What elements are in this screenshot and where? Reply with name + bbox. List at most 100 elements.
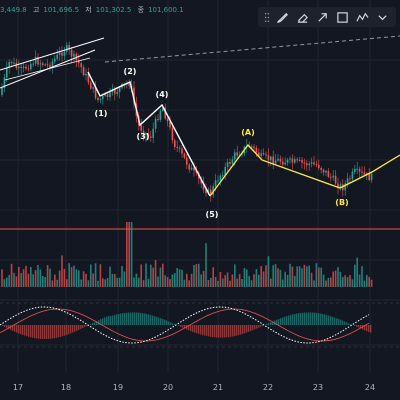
volume-bar bbox=[205, 243, 207, 287]
volume-bar bbox=[80, 279, 82, 287]
oscillator-histogram-bar bbox=[332, 316, 334, 325]
candle-body bbox=[178, 147, 181, 149]
volume-bar bbox=[73, 265, 75, 287]
candle-body bbox=[354, 168, 356, 172]
oscillator-histogram-bar bbox=[364, 325, 366, 331]
oscillator-histogram-bar bbox=[206, 325, 208, 337]
oscillator-histogram-bar bbox=[366, 325, 368, 332]
volume-bar bbox=[118, 277, 121, 287]
candle-body bbox=[308, 163, 310, 166]
oscillator-histogram-bar bbox=[60, 325, 62, 337]
candle-body bbox=[118, 87, 121, 93]
more-icon[interactable] bbox=[372, 7, 392, 27]
oscillator-histogram-bar bbox=[168, 321, 170, 325]
oscillator-histogram-bar bbox=[142, 313, 144, 325]
volume-bar bbox=[224, 275, 226, 287]
oscillator-histogram-bar bbox=[12, 325, 14, 331]
oscillator-histogram-bar bbox=[214, 325, 216, 338]
candle-body bbox=[330, 176, 332, 178]
candle-body bbox=[63, 51, 66, 56]
volume-bar bbox=[234, 264, 236, 287]
brush-icon[interactable] bbox=[272, 7, 292, 27]
volume-bar bbox=[286, 274, 289, 287]
candle-body bbox=[346, 178, 349, 184]
volume-bar bbox=[342, 277, 344, 287]
candle-body bbox=[99, 98, 102, 100]
volume-bar bbox=[193, 264, 195, 287]
drag-handle-icon[interactable] bbox=[262, 7, 272, 27]
oscillator-histogram-bar bbox=[246, 325, 248, 333]
path-icon[interactable] bbox=[352, 7, 372, 27]
candle-body bbox=[82, 67, 85, 76]
candle-body bbox=[277, 158, 279, 161]
oscillator-histogram-bar bbox=[148, 314, 150, 325]
volume-bar bbox=[145, 263, 147, 287]
volume-bar bbox=[238, 274, 241, 287]
candle-body bbox=[37, 56, 39, 65]
candle-body bbox=[66, 45, 68, 52]
candle-body bbox=[27, 68, 30, 70]
oscillator-histogram-bar bbox=[86, 325, 88, 326]
oscillator-histogram-bar bbox=[74, 325, 76, 332]
candle-body bbox=[104, 94, 106, 96]
oscillator-histogram-bar bbox=[208, 325, 210, 337]
oscillator-histogram-bar bbox=[84, 325, 86, 327]
volume-bar bbox=[253, 274, 255, 287]
oscillator-histogram-bar bbox=[334, 317, 336, 325]
x-axis-tick-label: 19 bbox=[113, 383, 123, 392]
oscillator-histogram-bar bbox=[58, 325, 60, 338]
volume-bar bbox=[291, 266, 294, 287]
volume-bar bbox=[34, 270, 37, 287]
oscillator-histogram-bar bbox=[200, 325, 202, 335]
candle-body bbox=[366, 173, 368, 175]
volume-bar bbox=[162, 263, 164, 287]
wave-label-4: (4) bbox=[156, 90, 169, 99]
x-axis-tick-label: 23 bbox=[313, 383, 323, 392]
candle-body bbox=[114, 89, 116, 94]
candle-body bbox=[306, 163, 308, 166]
oscillator-histogram-bar bbox=[180, 325, 182, 327]
oscillator-histogram-bar bbox=[100, 319, 102, 325]
candle-body bbox=[34, 56, 37, 64]
volume-bar bbox=[337, 267, 339, 287]
candle-body bbox=[8, 62, 10, 68]
volume-bar bbox=[368, 276, 370, 287]
candle-body bbox=[190, 167, 193, 170]
volume-bar bbox=[207, 280, 210, 287]
candle-body bbox=[205, 189, 207, 194]
oscillator-histogram-bar bbox=[132, 312, 134, 325]
rectangle-icon[interactable] bbox=[332, 7, 352, 27]
oscillator-histogram-bar bbox=[112, 315, 114, 325]
oscillator-histogram-bar bbox=[354, 325, 356, 326]
oscillator-histogram-bar bbox=[8, 325, 10, 329]
oscillator-histogram-bar bbox=[370, 325, 372, 333]
candle-body bbox=[222, 175, 224, 177]
candle-body bbox=[61, 52, 63, 56]
candle-body bbox=[361, 171, 363, 173]
oscillator-histogram-bar bbox=[122, 313, 124, 325]
oscillator-histogram-bar bbox=[184, 325, 186, 329]
oscillator-histogram-bar bbox=[68, 325, 70, 335]
oscillator-histogram-bar bbox=[318, 313, 320, 325]
oscillator-histogram-bar bbox=[328, 315, 330, 325]
volume-bar bbox=[128, 222, 130, 287]
candle-body bbox=[298, 159, 301, 161]
volume-bar bbox=[363, 280, 366, 287]
volume-bar bbox=[3, 279, 6, 287]
candle-body bbox=[310, 162, 313, 164]
eraser-icon[interactable] bbox=[292, 7, 312, 27]
volume-bar bbox=[58, 270, 61, 287]
volume-bar bbox=[214, 276, 217, 287]
oscillator-histogram-bar bbox=[40, 325, 42, 339]
oscillator-histogram-bar bbox=[252, 325, 254, 331]
oscillator-histogram-bar bbox=[314, 312, 316, 325]
oscillator-histogram-bar bbox=[296, 313, 298, 325]
oscillator-histogram-bar bbox=[238, 325, 240, 336]
oscillator-histogram-bar bbox=[92, 322, 94, 325]
candle-body bbox=[226, 162, 229, 167]
oscillator-histogram-bar bbox=[24, 325, 26, 336]
oscillator-histogram-bar bbox=[192, 325, 194, 332]
arrow-up-icon[interactable] bbox=[312, 7, 332, 27]
oscillator-histogram-bar bbox=[2, 325, 4, 326]
